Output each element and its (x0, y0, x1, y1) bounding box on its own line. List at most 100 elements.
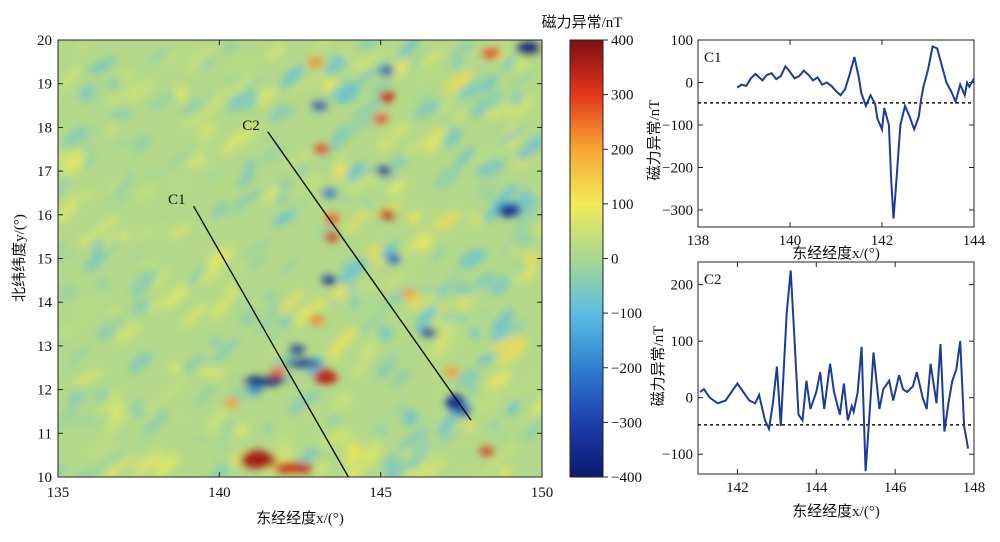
texture-blob (208, 298, 232, 320)
texture-blob (154, 453, 179, 477)
texture-blob (207, 406, 228, 428)
texture-blob (376, 325, 394, 343)
texture-blob (119, 428, 128, 436)
texture-blob (432, 210, 462, 231)
texture-blob (359, 59, 384, 81)
texture-blob (470, 70, 487, 87)
texture-blob (434, 106, 456, 134)
texture-blob (342, 447, 365, 467)
texture-blob (339, 258, 354, 271)
texture-blob (329, 326, 359, 354)
texture-blob (505, 316, 532, 333)
texture-blob (509, 70, 533, 90)
texture-blob (437, 409, 460, 436)
anomaly-blob (401, 288, 418, 299)
texture-blob (248, 274, 266, 295)
texture-blob (398, 449, 411, 460)
texture-blob (489, 421, 500, 431)
texture-blob (262, 423, 275, 434)
texture-blob (145, 47, 169, 67)
texture-blob (428, 451, 443, 466)
texture-blob (234, 190, 264, 206)
colorbar-tick-label: 0 (611, 252, 619, 268)
profile-label-c1: C1 (168, 192, 186, 208)
anomaly-blob (314, 144, 331, 155)
texture-blob (410, 51, 426, 70)
texture-blob (438, 428, 469, 447)
texture-blob (355, 219, 365, 227)
map-texture (58, 40, 542, 477)
texture-blob (466, 40, 489, 66)
texture-blob (522, 250, 540, 268)
texture-blob (476, 352, 497, 366)
map-ylabel: 北纬纬度y/(°) (11, 214, 28, 302)
texture-blob (87, 56, 118, 74)
texture-blob (157, 378, 187, 404)
texture-blob (498, 126, 524, 146)
texture-blob (209, 365, 223, 380)
texture-blob (193, 382, 215, 410)
texture-blob (73, 370, 104, 387)
texture-blob (427, 272, 451, 297)
texture-blob (142, 408, 170, 438)
texture-blob (493, 183, 519, 209)
texture-blob (487, 325, 508, 343)
texture-blob (278, 316, 291, 329)
anomaly-blob (375, 166, 392, 177)
anomaly-blob (421, 327, 438, 338)
texture-blob (476, 177, 501, 199)
texture-blob (492, 428, 511, 448)
texture-blob (179, 303, 207, 329)
texture-blob (199, 366, 213, 379)
texture-blob (521, 457, 540, 469)
texture-blob (346, 469, 359, 477)
texture-blob (345, 293, 378, 317)
texture-blob (394, 91, 413, 110)
texture-blob (93, 389, 121, 420)
texture-blob (482, 310, 490, 319)
texture-blob (202, 301, 216, 319)
texture-blob (280, 65, 305, 88)
texture-blob (186, 82, 202, 98)
texture-blob (471, 287, 481, 299)
texture-blob (358, 40, 378, 53)
texture-blob (236, 171, 256, 187)
texture-blob (265, 448, 293, 477)
texture-blob (135, 410, 148, 419)
c1-series-line (736, 44, 975, 219)
map-x-tick-label: 135 (47, 485, 70, 501)
texture-blob (335, 83, 361, 104)
anomaly-blob (479, 445, 496, 456)
texture-blob (85, 437, 114, 459)
colorbar-tick-label: 300 (611, 88, 634, 104)
texture-blob (361, 198, 374, 211)
texture-blob (415, 306, 438, 334)
texture-blob (473, 90, 506, 114)
texture-blob (209, 201, 229, 220)
texture-blob (420, 50, 445, 68)
texture-blob (290, 232, 319, 255)
x-tick-label: 148 (963, 480, 986, 496)
texture-blob (105, 411, 129, 435)
y-tick-label: 200 (671, 278, 694, 294)
texture-blob (524, 392, 540, 412)
texture-blob (239, 121, 259, 145)
texture-blob (195, 128, 218, 154)
texture-blob (202, 414, 232, 436)
texture-blob (423, 291, 437, 307)
texture-blob (248, 255, 267, 271)
anomaly-blob (444, 393, 465, 412)
anomaly-blob (321, 187, 337, 198)
texture-blob (197, 53, 217, 72)
texture-blob (485, 392, 503, 409)
texture-blob (405, 351, 420, 361)
texture-blob (401, 409, 419, 427)
texture-blob (59, 282, 77, 301)
texture-blob (437, 231, 456, 251)
texture-blob (522, 266, 536, 283)
texture-blob (322, 54, 348, 76)
map-y-tick-label: 20 (37, 33, 52, 49)
map-y-tick-label: 11 (38, 426, 52, 442)
profile-label-c2: C2 (242, 118, 260, 134)
